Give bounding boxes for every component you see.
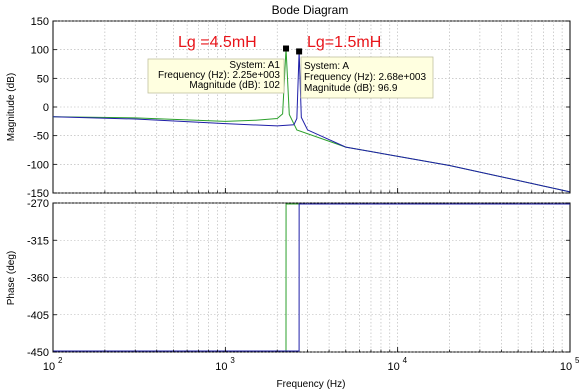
x-tick-exponent: 2 — [58, 356, 63, 365]
annotation-lg-1-5mh: Lg=1.5mH — [307, 34, 381, 51]
annotation-lg-4-5mh: Lg =4.5mH — [178, 34, 257, 51]
y-tick-label: -450 — [27, 347, 49, 359]
y-tick-label: -360 — [27, 273, 49, 285]
datatip-a1[interactable]: System: A1 Frequency (Hz): 2.25e+003 Mag… — [148, 59, 284, 93]
y-tick-label: 50 — [37, 73, 49, 85]
x-tick-exponent: 4 — [403, 356, 408, 365]
magnitude-y-label: Magnitude (dB) — [6, 73, 17, 141]
chart-title: Bode Diagram — [272, 3, 349, 17]
y-tick-label: 100 — [31, 45, 49, 57]
x-tick-label: 10 — [215, 361, 227, 373]
x-tick-exponent: 3 — [230, 356, 235, 365]
y-tick-label: 150 — [31, 16, 49, 28]
y-tick-label: -50 — [33, 131, 49, 143]
x-tick-exponent: 5 — [575, 356, 579, 365]
phase-y-label: Phase (deg) — [6, 251, 17, 305]
datatip-a1-magnitude: Magnitude (dB): 102 — [189, 80, 280, 91]
datatip-marker-a[interactable] — [296, 48, 302, 54]
datatip-a-magnitude: Magnitude (dB): 96.9 — [304, 83, 398, 94]
x-axis-label: Frequency (Hz) — [277, 379, 346, 390]
y-tick-label: -315 — [27, 235, 49, 247]
y-tick-label: -100 — [27, 159, 49, 171]
datatip-a[interactable]: System: A Frequency (Hz): 2.68e+003 Magn… — [301, 57, 433, 98]
datatip-a-frequency: Frequency (Hz): 2.68e+003 — [304, 72, 426, 83]
y-tick-label: -270 — [27, 198, 49, 210]
x-tick-label: 10 — [560, 361, 572, 373]
datatip-a-system: System: A — [304, 61, 349, 72]
x-tick-label: 10 — [388, 361, 400, 373]
x-tick-label: 10 — [43, 361, 55, 373]
y-tick-label: -405 — [27, 310, 49, 322]
y-tick-label: 0 — [43, 102, 49, 114]
datatip-marker-a1[interactable] — [283, 46, 289, 52]
